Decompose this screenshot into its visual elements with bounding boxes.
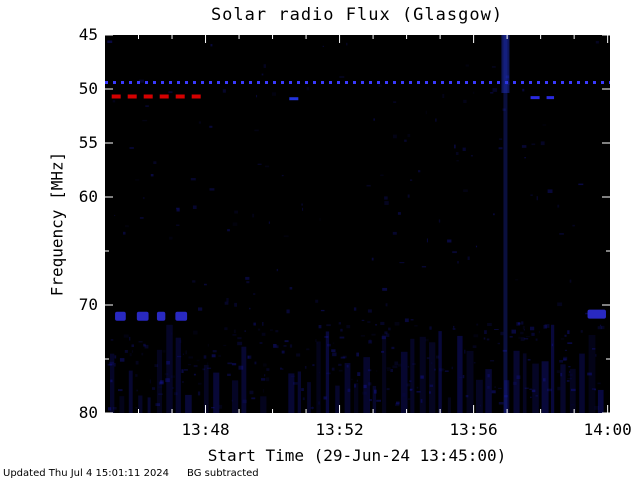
- feature-blobs-71MHz-left: [156, 311, 166, 321]
- x-tick-label: 13:56: [450, 420, 498, 439]
- y-tick-label: 60: [79, 187, 98, 206]
- tick-labels: 13:48 13:52 13:56 14:00 45 50 55 60 70 80: [79, 25, 632, 439]
- feature-blob-71MHz-right: [587, 309, 606, 319]
- feature-blobs-71MHz-left: [136, 311, 149, 321]
- y-axis-label: Frequency [MHz]: [47, 151, 67, 297]
- updated-timestamp: Updated Thu Jul 4 15:01:11 2024: [3, 468, 170, 479]
- plot-background: [105, 35, 610, 413]
- bg-subtracted-note: BG subtracted: [187, 468, 259, 479]
- y-tick-label: 55: [79, 133, 98, 152]
- y-tick-label: 70: [79, 295, 98, 314]
- feature-blobs-71MHz-left: [175, 311, 188, 321]
- chart-title: Solar radio Flux (Glasgow): [210, 5, 504, 25]
- noise-layer: [107, 40, 605, 413]
- y-tick-label: 45: [79, 25, 98, 44]
- feature-blobs-71MHz-left: [115, 311, 126, 321]
- signal-features: [105, 35, 610, 413]
- y-tick-label: 80: [79, 403, 98, 422]
- x-tick-label: 13:48: [181, 420, 229, 439]
- footer: Updated Thu Jul 4 15:01:11 2024 BG subtra…: [3, 468, 259, 479]
- x-tick-label: 13:52: [315, 420, 363, 439]
- feature-vertical-interference-streak: [503, 35, 508, 413]
- x-axis-label: Start Time (29-Jun-24 13:45:00): [207, 446, 507, 465]
- feature-vertical-interference-streak-bright-top: [501, 35, 510, 93]
- axis-ticks: [105, 34, 610, 414]
- y-tick-label: 50: [79, 79, 98, 98]
- x-tick-label: 14:00: [584, 420, 632, 439]
